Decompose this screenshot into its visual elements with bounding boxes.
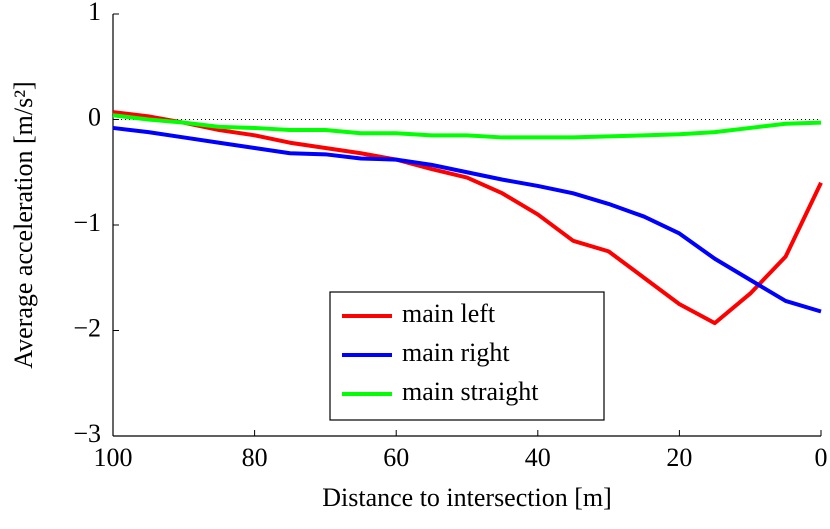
x-tick-label: 40 [525,443,551,472]
x-axis-label: Distance to intersection [m] [322,483,612,512]
y-tick-label: 0 [88,102,101,131]
series-line [112,113,822,140]
x-tick-label: 0 [815,443,828,472]
series-line [112,125,822,314]
legend-label: main left [402,299,496,328]
y-tick-label: 1 [88,0,101,26]
legend-label: main straight [402,377,539,406]
x-tick-label: 20 [666,443,692,472]
x-tick-label: 60 [383,443,409,472]
y-axis-label: Average acceleration [m/s²] [9,81,38,368]
y-tick-label: −1 [73,208,101,237]
y-tick-label: −2 [73,313,101,342]
legend-label: main right [402,338,510,367]
y-tick-label: −3 [73,419,101,448]
x-tick-label: 100 [94,443,133,472]
series-line [112,110,823,326]
x-tick-label: 80 [242,443,268,472]
